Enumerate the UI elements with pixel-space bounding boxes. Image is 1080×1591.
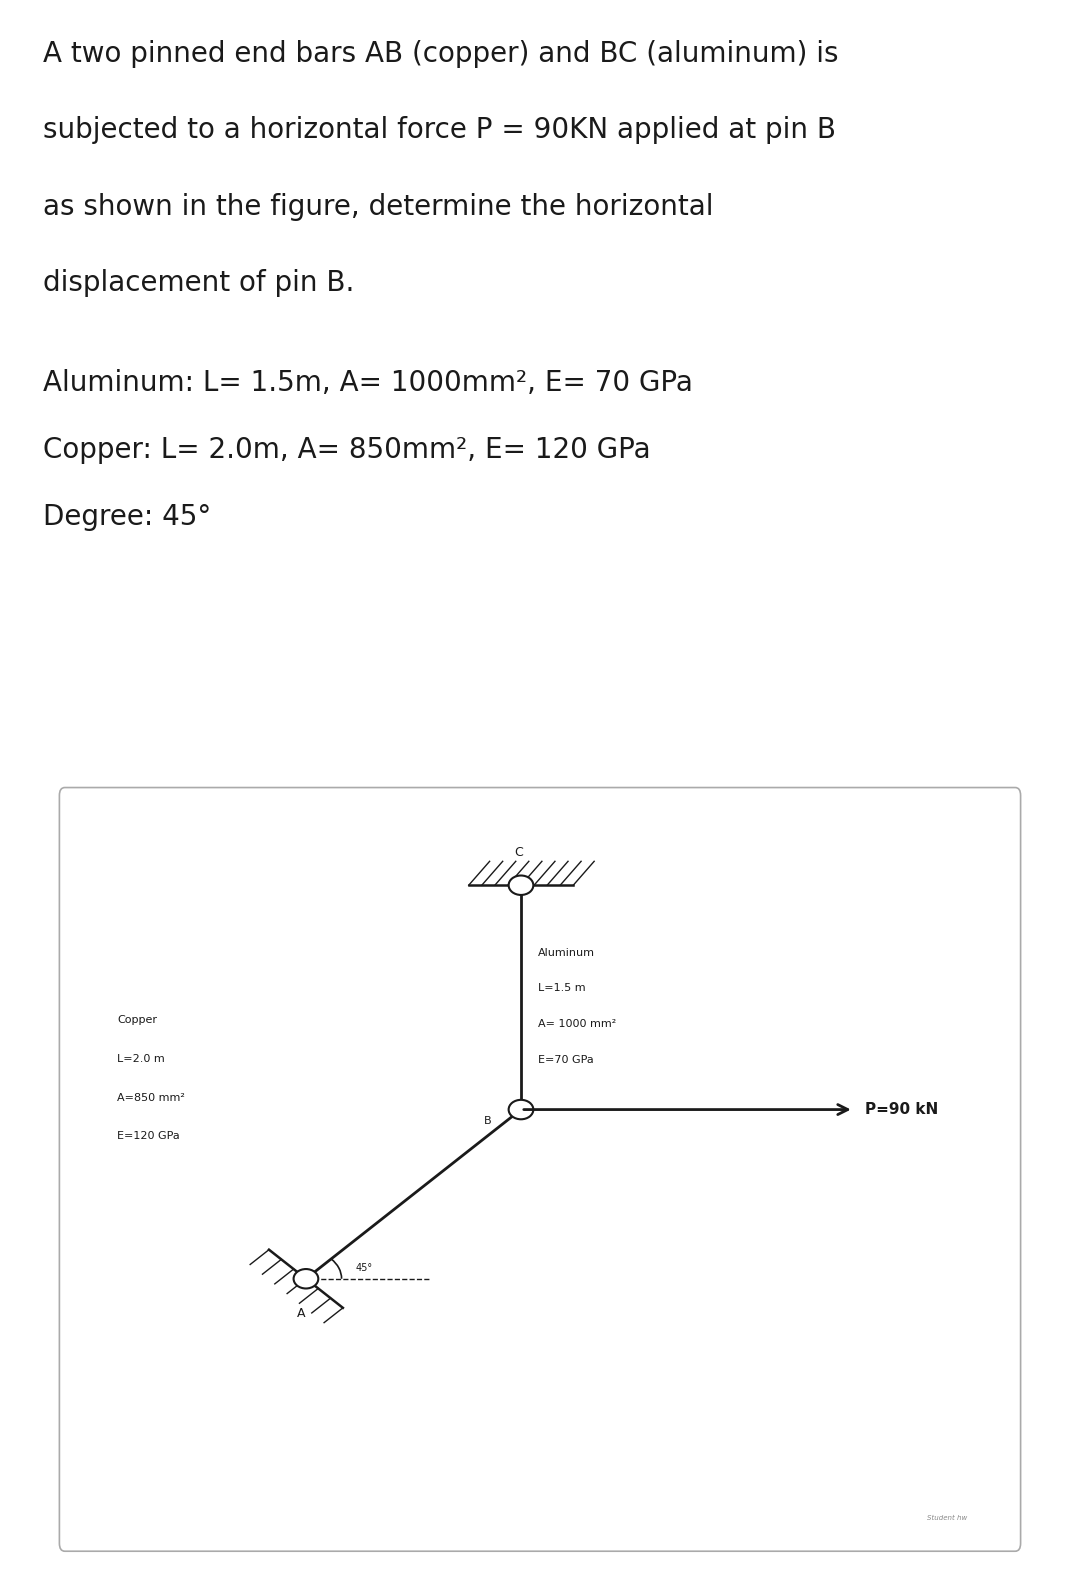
Text: L=1.5 m: L=1.5 m xyxy=(538,983,585,993)
Text: subjected to a horizontal force P = 90KN applied at pin B: subjected to a horizontal force P = 90KN… xyxy=(43,116,836,145)
Text: E=70 GPa: E=70 GPa xyxy=(538,1055,594,1066)
Text: P=90 kN: P=90 kN xyxy=(865,1103,939,1117)
Circle shape xyxy=(509,1099,534,1120)
Text: displacement of pin B.: displacement of pin B. xyxy=(43,269,354,298)
Text: Copper: Copper xyxy=(117,1015,157,1025)
Text: Aluminum: Aluminum xyxy=(538,948,595,958)
Text: 45°: 45° xyxy=(355,1263,373,1273)
Text: E=120 GPa: E=120 GPa xyxy=(117,1131,180,1141)
FancyBboxPatch shape xyxy=(59,788,1021,1551)
Text: A two pinned end bars AB (copper) and BC (aluminum) is: A two pinned end bars AB (copper) and BC… xyxy=(43,40,839,68)
Text: B: B xyxy=(484,1115,491,1125)
Text: Aluminum: L= 1.5m, A= 1000mm², E= 70 GPa: Aluminum: L= 1.5m, A= 1000mm², E= 70 GPa xyxy=(43,369,693,398)
Text: A= 1000 mm²: A= 1000 mm² xyxy=(538,1020,617,1029)
Text: as shown in the figure, determine the horizontal: as shown in the figure, determine the ho… xyxy=(43,193,714,221)
Text: C: C xyxy=(515,846,524,859)
Circle shape xyxy=(509,875,534,896)
Circle shape xyxy=(294,1270,319,1289)
Text: L=2.0 m: L=2.0 m xyxy=(117,1053,165,1064)
Text: Student hw: Student hw xyxy=(928,1515,968,1521)
Text: Copper: L= 2.0m, A= 850mm², E= 120 GPa: Copper: L= 2.0m, A= 850mm², E= 120 GPa xyxy=(43,436,651,465)
Text: Degree: 45°: Degree: 45° xyxy=(43,503,212,531)
Text: A: A xyxy=(297,1308,306,1321)
Text: A=850 mm²: A=850 mm² xyxy=(117,1093,185,1103)
